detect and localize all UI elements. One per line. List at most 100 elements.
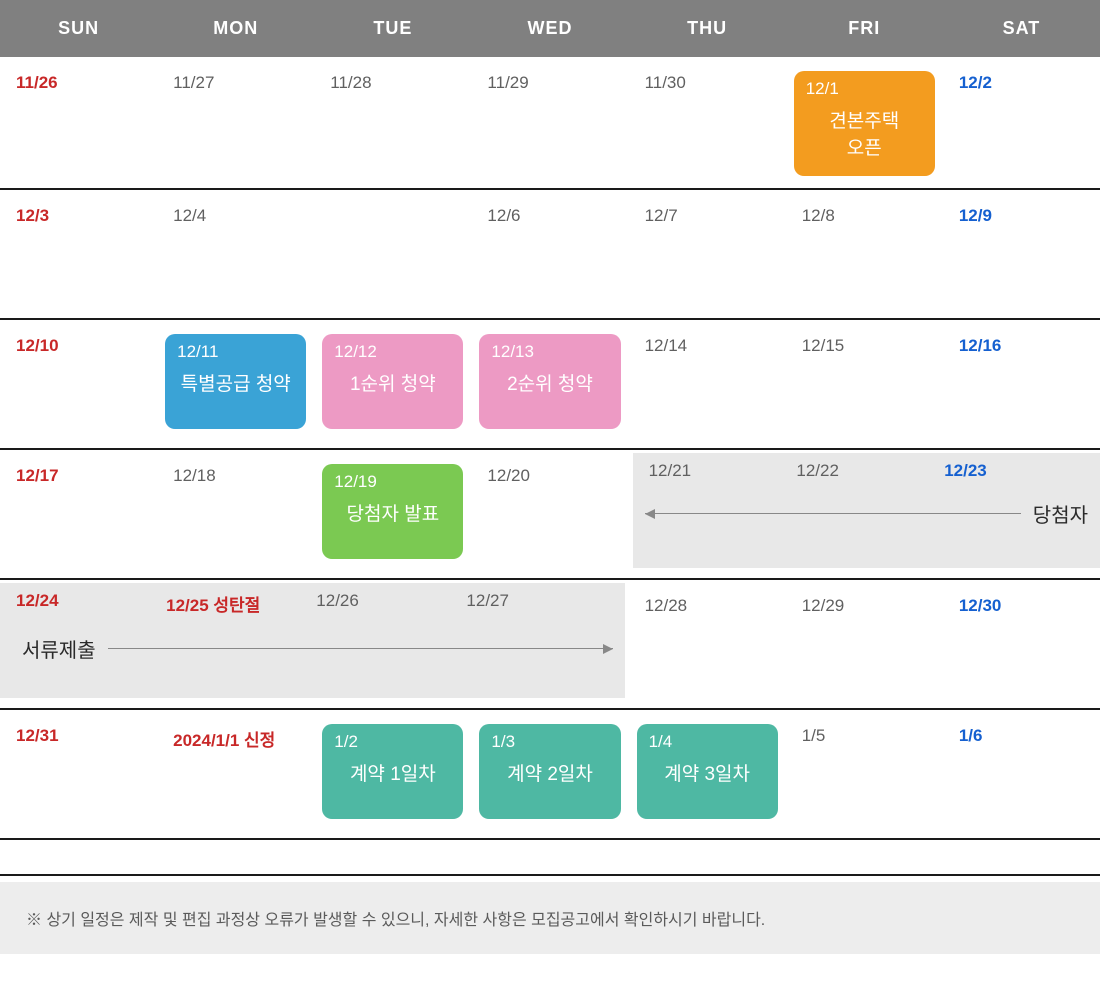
date-label: 12/10 xyxy=(8,332,149,360)
span-date: 12/21 xyxy=(645,461,793,481)
event-label: 견본주택 오픈 xyxy=(806,109,923,162)
date-label xyxy=(322,202,463,210)
event-label: 계약 2일차 xyxy=(491,762,608,789)
date-label: 12/18 xyxy=(165,462,306,490)
date-label: 12/29 xyxy=(794,592,935,620)
date-label: 12/2 xyxy=(951,69,1092,97)
span-date: 12/26 xyxy=(312,591,462,616)
event-label: 계약 1일차 xyxy=(334,762,451,789)
day-cell: 1/5 xyxy=(786,718,943,830)
day-cell: 12/3 xyxy=(0,198,157,310)
day-cell: 12/14 xyxy=(629,328,786,440)
event-contract-day2[interactable]: 1/3 계약 2일차 xyxy=(479,724,620,819)
date-label: 12/7 xyxy=(637,202,778,230)
day-cell: 12/9 xyxy=(943,198,1100,310)
event-priority-1[interactable]: 12/12 1순위 청약 xyxy=(322,334,463,429)
date-label: 12/31 xyxy=(8,722,149,750)
span-date: 12/22 xyxy=(792,461,940,481)
day-cell: 12/8 xyxy=(786,198,943,310)
event-priority-2[interactable]: 12/13 2순위 청약 xyxy=(479,334,620,429)
date-label: 11/26 xyxy=(8,69,149,97)
day-cell: 12/17 xyxy=(0,458,157,570)
span-date: 12/25 성탄절 xyxy=(162,591,312,616)
event-contract-day3[interactable]: 1/4 계약 3일차 xyxy=(637,724,778,819)
event-date: 1/3 xyxy=(491,732,608,752)
event-date: 12/12 xyxy=(334,342,451,362)
day-cell: 2024/1/1 신정 xyxy=(157,718,314,830)
span-label: 당첨자 xyxy=(1021,499,1088,528)
header-thu: THU xyxy=(629,0,786,57)
event-date: 12/13 xyxy=(491,342,608,362)
day-cell: 12/28 xyxy=(629,588,786,700)
header-sat: SAT xyxy=(943,0,1100,57)
event-winner-announce[interactable]: 12/19 당첨자 발표 xyxy=(322,464,463,559)
arrow-right-icon xyxy=(108,648,613,649)
day-cell xyxy=(314,198,471,310)
date-label: 12/3 xyxy=(8,202,149,230)
date-label: 12/20 xyxy=(479,462,620,490)
span-label: 서류제출 xyxy=(12,634,108,663)
calendar-container: SUN MON TUE WED THU FRI SAT 11/26 11/27 … xyxy=(0,0,1100,954)
day-cell: 12/4 xyxy=(157,198,314,310)
week-row: 12/31 2024/1/1 신정 1/2 계약 1일차 1/3 계약 2일차 … xyxy=(0,710,1100,840)
spacer-row xyxy=(0,840,1100,876)
week-row: 12/3 12/4 12/6 12/7 12/8 12/9 xyxy=(0,190,1100,320)
event-label: 특별공급 청약 xyxy=(177,372,294,399)
day-cell: 11/30 xyxy=(629,65,786,180)
event-contract-day1[interactable]: 1/2 계약 1일차 xyxy=(322,724,463,819)
day-cell: 12/1 견본주택 오픈 xyxy=(786,65,943,180)
event-date: 12/1 xyxy=(806,79,923,99)
event-model-house-open[interactable]: 12/1 견본주택 오픈 xyxy=(794,71,935,176)
day-cell: 11/28 xyxy=(314,65,471,180)
day-cell: 1/3 계약 2일차 xyxy=(471,718,628,830)
arrow-row: 당첨자 xyxy=(645,499,1088,528)
span-document-submit[interactable]: 12/24 12/25 성탄절 12/26 12/27 서류제출 xyxy=(0,583,625,698)
day-cell: 12/11 특별공급 청약 xyxy=(157,328,314,440)
date-label: 11/30 xyxy=(637,69,778,97)
day-header-row: SUN MON TUE WED THU FRI SAT xyxy=(0,0,1100,57)
day-cell: 11/29 xyxy=(471,65,628,180)
span-date: 12/24 xyxy=(12,591,162,616)
header-tue: TUE xyxy=(314,0,471,57)
span-date: 12/27 xyxy=(462,591,612,616)
footer-note: ※ 상기 일정은 제작 및 편집 과정상 오류가 발생할 수 있으니, 자세한 … xyxy=(0,882,1100,954)
date-label: 12/30 xyxy=(951,592,1092,620)
date-label: 12/16 xyxy=(951,332,1092,360)
span-winner-docs[interactable]: 12/21 12/22 12/23 당첨자 xyxy=(633,453,1100,568)
date-label: 11/27 xyxy=(165,69,306,97)
day-cell: 12/19 당첨자 발표 xyxy=(314,458,471,570)
event-date: 1/2 xyxy=(334,732,451,752)
day-cell: 1/2 계약 1일차 xyxy=(314,718,471,830)
event-date: 12/19 xyxy=(334,472,451,492)
event-special-supply[interactable]: 12/11 특별공급 청약 xyxy=(165,334,306,429)
date-label: 12/4 xyxy=(165,202,306,230)
date-label: 12/17 xyxy=(8,462,149,490)
date-label: 12/15 xyxy=(794,332,935,360)
day-cell: 11/26 xyxy=(0,65,157,180)
span-dates: 12/21 12/22 12/23 xyxy=(645,461,1088,481)
day-cell: 12/13 2순위 청약 xyxy=(471,328,628,440)
header-mon: MON xyxy=(157,0,314,57)
day-cell: 12/12 1순위 청약 xyxy=(314,328,471,440)
arrow-row: 서류제출 xyxy=(12,634,613,663)
day-cell: 12/2 xyxy=(943,65,1100,180)
day-cell: 12/18 xyxy=(157,458,314,570)
date-label: 1/5 xyxy=(794,722,935,750)
date-label: 12/28 xyxy=(637,592,778,620)
span-dates: 12/24 12/25 성탄절 12/26 12/27 xyxy=(12,591,613,616)
day-cell: 1/6 xyxy=(943,718,1100,830)
date-label: 1/6 xyxy=(951,722,1092,750)
date-label: 12/9 xyxy=(951,202,1092,230)
week-row: 11/26 11/27 11/28 11/29 11/30 12/1 견본주택 … xyxy=(0,57,1100,190)
event-label: 당첨자 발표 xyxy=(334,502,451,529)
date-label: 12/14 xyxy=(637,332,778,360)
day-cell: 1/4 계약 3일차 xyxy=(629,718,786,830)
day-cell: 12/15 xyxy=(786,328,943,440)
day-cell: 12/29 xyxy=(786,588,943,700)
day-cell: 12/10 xyxy=(0,328,157,440)
event-date: 12/11 xyxy=(177,342,294,362)
header-fri: FRI xyxy=(786,0,943,57)
day-cell: 12/6 xyxy=(471,198,628,310)
date-label: 12/8 xyxy=(794,202,935,230)
event-label: 1순위 청약 xyxy=(334,372,451,399)
